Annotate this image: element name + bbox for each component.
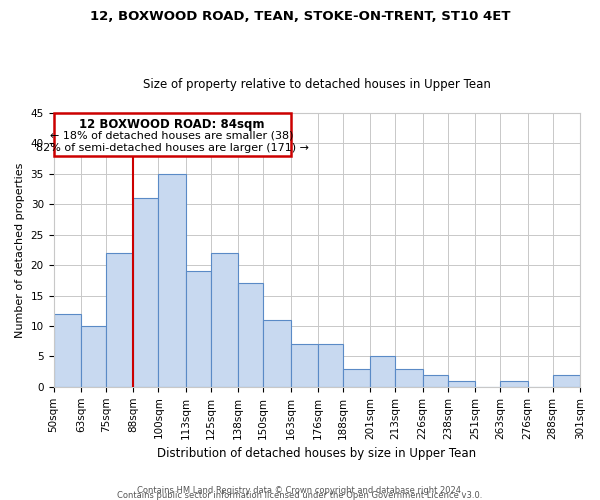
Bar [238, 284, 263, 387]
Title: Size of property relative to detached houses in Upper Tean: Size of property relative to detached ho… [143, 78, 491, 91]
Y-axis label: Number of detached properties: Number of detached properties [15, 162, 25, 338]
Text: Contains HM Land Registry data © Crown copyright and database right 2024.: Contains HM Land Registry data © Crown c… [137, 486, 463, 495]
FancyBboxPatch shape [53, 113, 290, 156]
Bar [422, 374, 448, 387]
Bar [211, 253, 238, 387]
Bar [343, 368, 370, 387]
Bar [185, 271, 211, 387]
Bar [263, 320, 290, 387]
Text: ← 18% of detached houses are smaller (38): ← 18% of detached houses are smaller (38… [50, 130, 294, 140]
Bar [448, 380, 475, 387]
Bar [290, 344, 318, 387]
Bar [158, 174, 185, 387]
Bar [318, 344, 343, 387]
Bar [53, 314, 81, 387]
Text: 12 BOXWOOD ROAD: 84sqm: 12 BOXWOOD ROAD: 84sqm [79, 118, 265, 131]
Bar [81, 326, 106, 387]
Bar [370, 356, 395, 387]
Text: 82% of semi-detached houses are larger (171) →: 82% of semi-detached houses are larger (… [35, 144, 308, 154]
Bar [553, 374, 580, 387]
Bar [133, 198, 158, 387]
Bar [500, 380, 527, 387]
Bar [395, 368, 422, 387]
Text: 12, BOXWOOD ROAD, TEAN, STOKE-ON-TRENT, ST10 4ET: 12, BOXWOOD ROAD, TEAN, STOKE-ON-TRENT, … [90, 10, 510, 23]
X-axis label: Distribution of detached houses by size in Upper Tean: Distribution of detached houses by size … [157, 447, 476, 460]
Bar [106, 253, 133, 387]
Text: Contains public sector information licensed under the Open Government Licence v3: Contains public sector information licen… [118, 491, 482, 500]
